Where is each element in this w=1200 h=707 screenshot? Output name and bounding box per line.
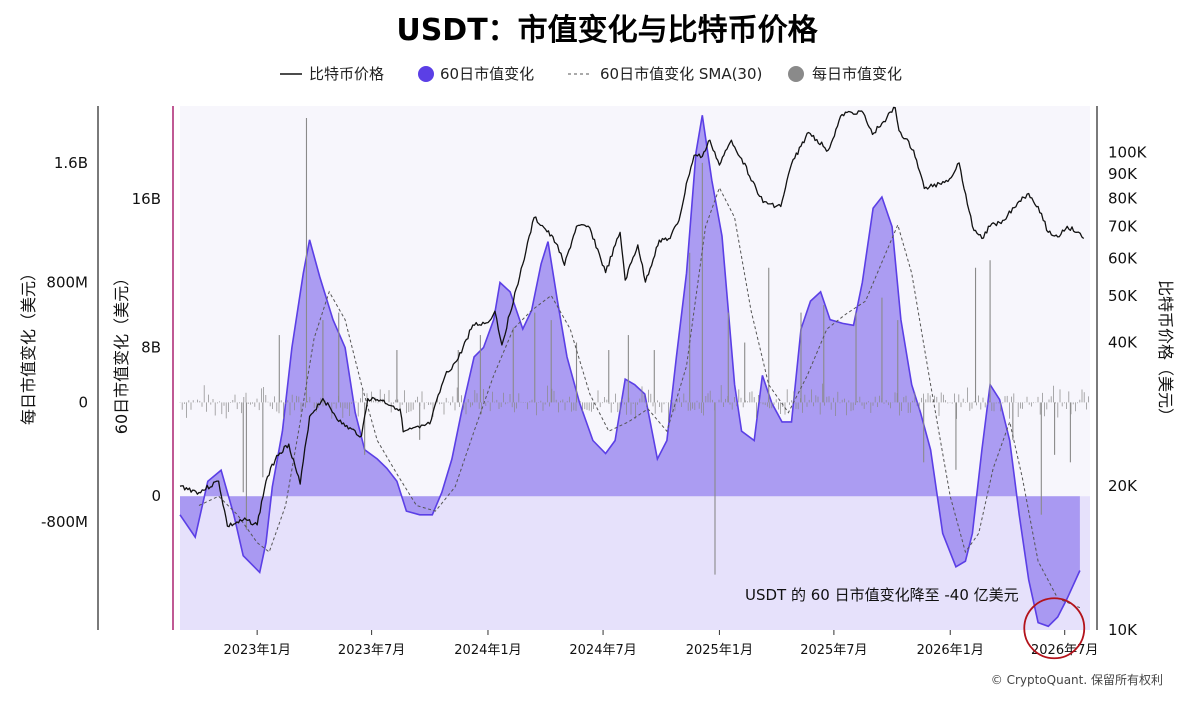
daily-tick-label: 1.6B [54,154,88,172]
btc-tick-label: 40K [1108,333,1138,351]
annotation [1023,597,1086,660]
legend-label-daily: 每日市值变化 [812,65,902,83]
legend-label-sma: 60日市值变化 SMA(30) [600,65,762,83]
legend-label-btc: 比特币价格 [309,65,384,83]
legend-label-60d: 60日市值变化 [440,65,534,83]
60d-axis-ticks: 16B 8B 0 [132,190,161,505]
60d-tick-label: 0 [151,487,161,505]
chart-title: USDT：市值变化与比特币价格 [396,13,818,48]
60d-tick-label: 8B [141,339,161,357]
60d-area-line [179,115,1081,628]
x-tick-label: 2026年1月 [917,643,984,658]
x-tick-label: 2023年7月 [338,643,405,658]
x-tick-label: 2023年1月 [223,643,290,658]
btc-tick-label: 50K [1108,287,1138,305]
btc-tick-label: 20K [1108,477,1138,495]
daily-axis-ticks: 1.6B 800M 0 -800M [41,154,88,531]
btc-tick-label: 10K [1108,621,1138,639]
x-tick-label: 2026年7月 [1031,643,1098,658]
x-tick-label: 2024年1月 [454,643,521,658]
x-tick-label: 2024年7月 [569,643,636,658]
daily-tick-label: -800M [41,513,88,531]
x-tick-label: 2025年1月 [686,643,753,658]
annotation-circle [1023,597,1086,660]
sma-line [198,186,1081,609]
btc-tick-label: 60K [1108,249,1138,267]
btc-axis-label: 比特币价格（美元） [1156,280,1175,424]
legend-swatch-60d [418,66,434,82]
x-tick-label: 2025年7月 [800,643,867,658]
daily-tick-label: 0 [78,393,88,411]
daily-tick-label: 800M [46,274,88,292]
btc-tick-label: 80K [1108,190,1138,208]
btc-tick-label: 100K [1108,143,1148,161]
60d-area-fill [180,115,1080,627]
btc-axis-ticks: 100K 90K 80K 70K 60K 50K 40K 20K 10K [1108,143,1148,639]
60d-tick-label: 16B [132,190,161,208]
60d-negative-band [180,496,1090,630]
annotation-text: USDT 的 60 日市值变化降至 -40 亿美元 [745,586,1019,604]
legend: 比特币价格 60日市值变化 60日市值变化 SMA(30) 每日市值变化 [280,65,902,83]
daily-axis-label: 每日市值变化（美元） [19,265,38,425]
btc-tick-label: 70K [1108,217,1138,235]
60d-axis-label: 60日市值变化（美元） [112,270,131,434]
legend-swatch-daily [788,66,804,82]
sma-series [198,186,1081,609]
copyright: © CryptoQuant. 保留所有权利 [991,673,1163,687]
60d-series-area [179,115,1081,628]
negative-region-band [180,496,1090,630]
btc-line [179,106,1085,528]
btc-series [179,106,1085,528]
x-axis-ticks: 2023年1月 2023年7月 2024年1月 2024年7月 2025年1月 2025年… [223,630,1098,658]
btc-tick-label: 90K [1108,165,1138,183]
